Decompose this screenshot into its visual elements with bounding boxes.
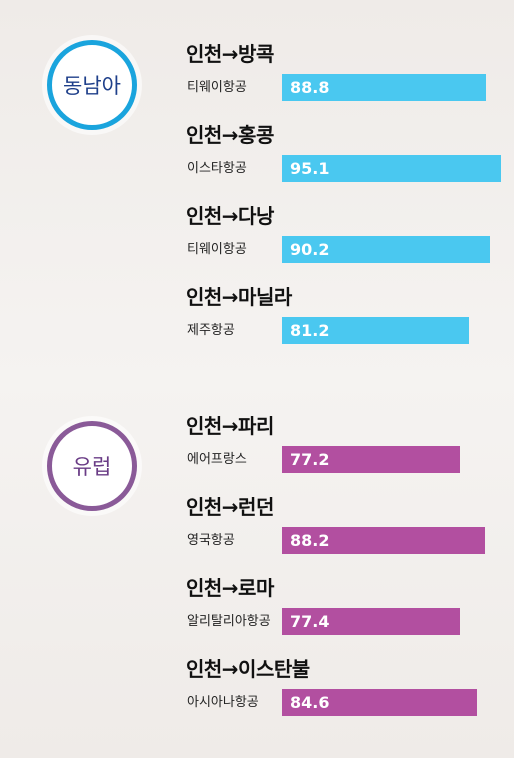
airline-label: 티웨이항공 <box>187 80 247 95</box>
airline-label: 에어프랑스 <box>187 452 247 467</box>
route-label: 인천→로마 <box>186 576 274 600</box>
route-label: 인천→다낭 <box>186 204 274 228</box>
airline-label: 이스타항공 <box>187 161 247 176</box>
value-bar: 90.2 <box>282 236 490 263</box>
value-label: 77.2 <box>290 450 330 469</box>
value-bar: 88.8 <box>282 74 486 101</box>
value-label: 81.2 <box>290 321 330 340</box>
value-bar: 81.2 <box>282 317 469 344</box>
value-label: 88.8 <box>290 78 330 97</box>
value-label: 90.2 <box>290 240 330 259</box>
value-label: 95.1 <box>290 159 330 178</box>
airline-label: 영국항공 <box>187 533 235 548</box>
value-bar: 84.6 <box>282 689 477 716</box>
route-label: 인천→마닐라 <box>186 285 292 309</box>
airline-label: 아시아나항공 <box>187 695 259 710</box>
route-label: 인천→런던 <box>186 495 274 519</box>
value-bar: 77.4 <box>282 608 460 635</box>
value-bar: 88.2 <box>282 527 485 554</box>
route-label: 인천→파리 <box>186 414 274 438</box>
airline-label: 제주항공 <box>187 323 235 338</box>
route-label: 인천→방콕 <box>186 42 274 66</box>
route-label: 인천→홍콩 <box>186 123 274 147</box>
route-label: 인천→이스탄불 <box>186 657 310 681</box>
value-label: 88.2 <box>290 531 330 550</box>
value-bar: 77.2 <box>282 446 460 473</box>
value-label: 77.4 <box>290 612 330 631</box>
region-badge: 유럽 <box>47 421 137 511</box>
region-badge: 동남아 <box>47 40 137 130</box>
airline-label: 알리탈리아항공 <box>187 614 271 629</box>
airline-label: 티웨이항공 <box>187 242 247 257</box>
value-bar: 95.1 <box>282 155 501 182</box>
value-label: 84.6 <box>290 693 330 712</box>
